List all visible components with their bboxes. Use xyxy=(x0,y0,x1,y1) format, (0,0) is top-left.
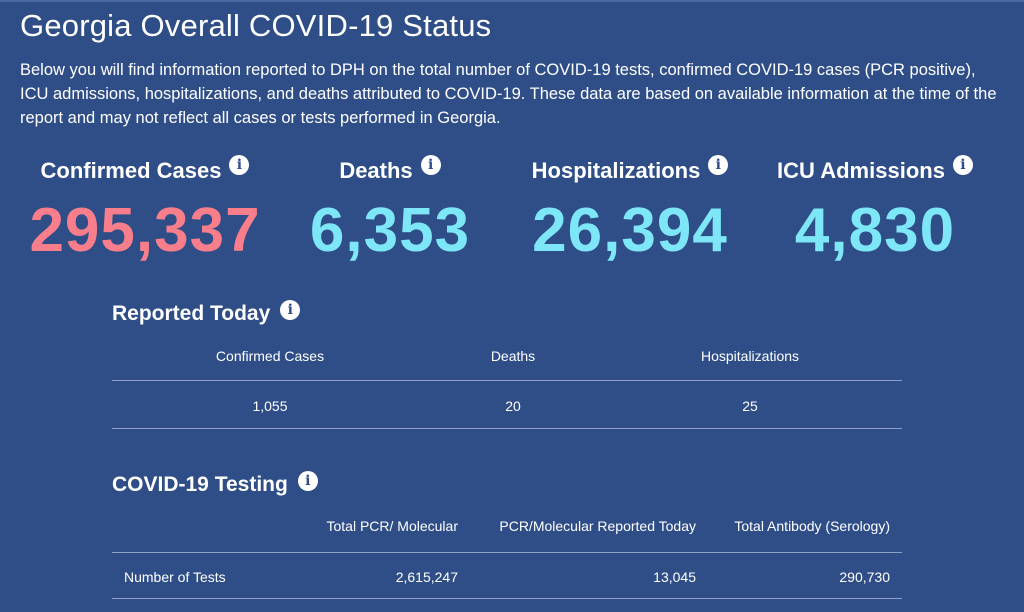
info-icon[interactable]: i xyxy=(280,300,301,320)
table-cell: 2,615,247 xyxy=(395,569,458,585)
reported-today-title-text: Reported Today xyxy=(112,302,271,325)
info-icon[interactable]: i xyxy=(952,155,973,175)
info-icon[interactable]: i xyxy=(297,471,318,491)
table-divider xyxy=(112,380,902,381)
page-title: Georgia Overall COVID-19 Status xyxy=(20,8,492,43)
testing-title-text: COVID-19 Testing xyxy=(112,473,288,496)
stat-value-deaths: 6,353 xyxy=(309,196,471,265)
stat-label-wrap: Deaths i xyxy=(339,155,441,186)
table-cell: 290,730 xyxy=(839,569,890,585)
stat-value-confirmed-cases: 295,337 xyxy=(29,196,261,265)
table-header: Total Antibody (Serology) xyxy=(734,518,890,534)
table-cell: 13,045 xyxy=(653,569,696,585)
table-cell: 25 xyxy=(742,398,758,414)
info-icon[interactable]: i xyxy=(420,155,441,175)
stat-label-deaths: Deaths xyxy=(339,158,413,183)
top-divider xyxy=(0,0,1024,2)
table-cell: 20 xyxy=(505,398,521,414)
table-header: Confirmed Cases xyxy=(215,348,325,364)
reported-today-title: Reported Today i xyxy=(112,300,301,326)
stat-value-icu-admissions: 4,830 xyxy=(794,196,956,265)
stat-hospitalizations: Hospitalizations i 26,394 xyxy=(510,155,750,265)
info-icon[interactable]: i xyxy=(708,155,729,175)
table-header: Hospitalizations xyxy=(700,348,800,364)
stat-label-wrap: Hospitalizations i xyxy=(531,155,729,186)
table-cell: 1,055 xyxy=(252,398,288,414)
table-divider xyxy=(112,598,902,599)
testing-title: COVID-19 Testing i xyxy=(112,471,318,497)
table-divider xyxy=(112,428,902,429)
stat-icu-admissions: ICU Admissions i 4,830 xyxy=(760,155,990,265)
row-label: Number of Tests xyxy=(124,569,226,585)
stat-value-hospitalizations: 26,394 xyxy=(532,196,728,265)
stat-label-wrap: Confirmed Cases i xyxy=(40,155,250,186)
reported-today-table: Confirmed Cases Deaths Hospitalizations … xyxy=(112,340,902,430)
stat-label-icu-admissions: ICU Admissions xyxy=(777,158,945,183)
stat-label-confirmed-cases: Confirmed Cases xyxy=(40,158,222,183)
info-icon[interactable]: i xyxy=(229,155,250,175)
table-header: Deaths xyxy=(490,348,536,364)
stat-deaths: Deaths i 6,353 xyxy=(290,155,490,265)
stat-label-wrap: ICU Admissions i xyxy=(777,155,973,186)
testing-table: Total PCR/ Molecular PCR/Molecular Repor… xyxy=(112,510,902,610)
table-header: Total PCR/ Molecular xyxy=(326,518,459,534)
stat-label-hospitalizations: Hospitalizations xyxy=(531,158,701,183)
table-divider xyxy=(112,552,902,553)
table-header: PCR/Molecular Reported Today xyxy=(499,518,696,534)
stat-confirmed-cases: Confirmed Cases i 295,337 xyxy=(20,155,270,265)
intro-paragraph: Below you will find information reported… xyxy=(20,61,997,127)
